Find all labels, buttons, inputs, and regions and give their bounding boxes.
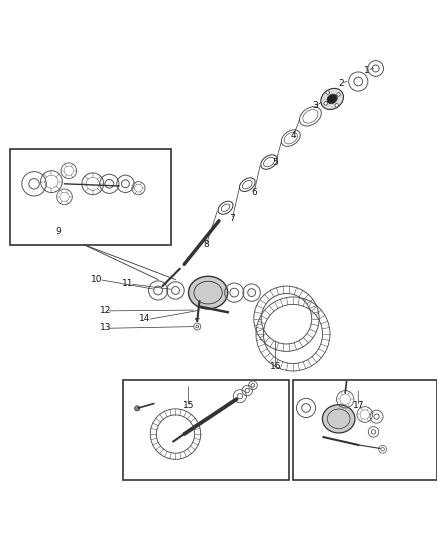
Text: 14: 14 <box>139 314 151 323</box>
Circle shape <box>337 93 340 96</box>
Text: 6: 6 <box>251 188 257 197</box>
Text: 3: 3 <box>312 101 318 110</box>
Text: 8: 8 <box>203 240 209 249</box>
Text: 11: 11 <box>122 279 133 288</box>
Bar <box>10 149 171 245</box>
Ellipse shape <box>322 405 355 433</box>
Ellipse shape <box>327 94 337 104</box>
Text: 1: 1 <box>364 66 370 75</box>
Text: 10: 10 <box>92 275 103 284</box>
Text: 13: 13 <box>100 323 112 332</box>
Circle shape <box>326 91 329 94</box>
Text: 17: 17 <box>353 401 364 410</box>
Ellipse shape <box>321 88 343 109</box>
Text: 15: 15 <box>183 401 194 410</box>
Text: 7: 7 <box>229 214 235 223</box>
Text: 16: 16 <box>270 362 281 371</box>
Bar <box>293 379 437 480</box>
Circle shape <box>335 103 339 107</box>
Circle shape <box>324 102 328 105</box>
Text: 4: 4 <box>290 132 296 140</box>
Ellipse shape <box>188 276 228 309</box>
Text: 2: 2 <box>338 79 344 88</box>
Bar <box>123 379 289 480</box>
Text: 12: 12 <box>100 305 112 314</box>
Text: 5: 5 <box>273 158 279 166</box>
Text: 9: 9 <box>55 227 61 236</box>
Circle shape <box>134 406 140 411</box>
